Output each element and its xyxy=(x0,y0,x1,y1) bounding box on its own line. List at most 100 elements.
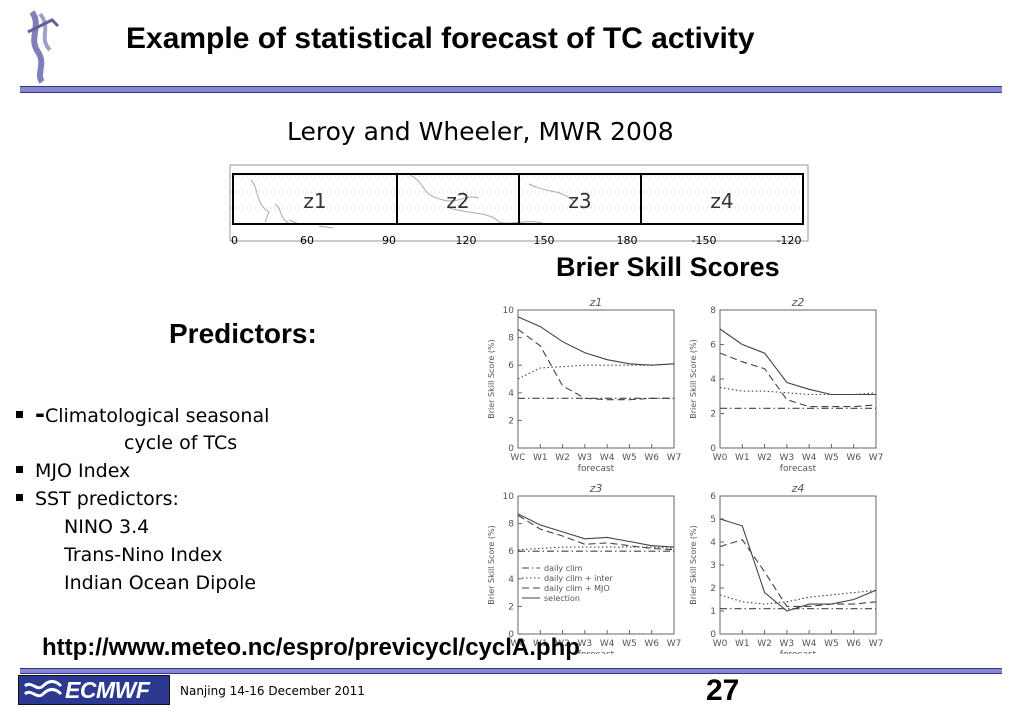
ecmwf-logo-text: ECMWF xyxy=(65,677,150,703)
x-axis-label: forecast xyxy=(578,650,615,654)
x-tick-label: W4 xyxy=(600,639,615,649)
region-map: z1 z2 z3 z4 0 60 90 120 150 180 -150 -120 xyxy=(229,164,809,247)
series-line-dotted xyxy=(719,589,877,605)
y-tick-label: 0 xyxy=(508,630,514,640)
coastline xyxy=(408,173,480,202)
series-line-solid xyxy=(517,513,675,548)
x-tick-label: W1 xyxy=(533,453,548,463)
coastline xyxy=(274,203,292,225)
y-tick-label: 8 xyxy=(508,334,514,344)
y-tick-label: 0 xyxy=(710,630,716,640)
x-tick-label: W3 xyxy=(780,639,795,649)
chart-title: z3 xyxy=(589,482,603,495)
x-axis-label: forecast xyxy=(780,464,817,474)
x-tick-label: W0 xyxy=(713,453,728,463)
x-tick-label: W7 xyxy=(869,453,884,463)
y-tick-label: 10 xyxy=(503,492,515,502)
legend-label: daily clim xyxy=(544,564,583,573)
y-axis-label: Brier Skill Score (%) xyxy=(689,339,698,418)
decorative-logo-icon xyxy=(27,10,60,84)
series-line-dotted xyxy=(719,387,877,396)
y-tick-label: 6 xyxy=(508,547,514,557)
series-line-dashed xyxy=(719,352,877,408)
x-tick-label: W6 xyxy=(644,639,659,649)
zone-box xyxy=(640,173,804,225)
x-tick-label: W4 xyxy=(802,453,817,463)
x-tick-label: W5 xyxy=(622,453,637,463)
x-tick-label: W5 xyxy=(824,453,839,463)
chart-panel-z2: z2 0 2 4 6 8 W0 W1 W2 W3 W4 W5 W6 W7 forecast Brier Ski… xyxy=(689,296,883,474)
y-tick-label: 6 xyxy=(710,492,716,502)
y-tick-label: 4 xyxy=(508,389,514,399)
legend-label: daily clim + inter xyxy=(544,574,613,583)
plot-frame xyxy=(517,309,675,449)
x-tick-label: W7 xyxy=(667,453,682,463)
chart-title: z1 xyxy=(589,296,603,309)
bullet-text-continued: cycle of TCs xyxy=(124,432,238,454)
page-number: 27 xyxy=(706,674,740,707)
bullet-dash: - xyxy=(35,400,45,428)
series-line-solid xyxy=(719,518,877,612)
lon-tick-label: 120 xyxy=(456,234,477,247)
x-tick-label: W3 xyxy=(578,453,593,463)
y-axis-label: Brier Skill Score (%) xyxy=(487,525,496,604)
chart-panel-z3: z3 0 2 4 6 8 10 WC W1 W2 W3 W4 W5 W6 W7 forecast Brier S… xyxy=(487,482,681,654)
y-tick-label: 8 xyxy=(508,520,514,530)
predictors-heading: Predictors: xyxy=(169,318,317,349)
ecmwf-wave-icon xyxy=(23,680,63,698)
series-line-dashed xyxy=(517,328,674,401)
x-axis-label: forecast xyxy=(578,464,615,474)
y-tick-label: 2 xyxy=(710,410,716,420)
bullet-mjo: MJO Index xyxy=(16,460,130,482)
x-tick-label: W6 xyxy=(846,639,861,649)
x-tick-label: W5 xyxy=(824,639,839,649)
y-tick-label: 2 xyxy=(508,602,514,612)
x-tick-label: WC xyxy=(510,639,525,649)
lon-tick-label: -120 xyxy=(777,234,802,247)
bullet-text: MJO Index xyxy=(35,460,131,482)
y-tick-label: 6 xyxy=(710,341,716,351)
x-tick-label: W2 xyxy=(555,639,570,649)
x-tick-label: W3 xyxy=(780,453,795,463)
chart-title: z4 xyxy=(791,482,805,495)
brier-skill-scores-heading: Brier Skill Scores xyxy=(556,252,780,282)
x-tick-label: W0 xyxy=(713,639,728,649)
map-frame xyxy=(229,164,809,242)
y-tick-label: 0 xyxy=(710,444,716,454)
x-tick-label: W1 xyxy=(533,639,548,649)
bullet-sst: SST predictors: xyxy=(16,488,179,510)
y-tick-label: 6 xyxy=(508,361,514,371)
plot-frame xyxy=(517,495,675,635)
bullet-climatological: -Climatological seasonal xyxy=(16,400,269,428)
x-tick-label: W4 xyxy=(802,639,817,649)
x-tick-label: W4 xyxy=(600,453,615,463)
y-tick-label: 4 xyxy=(710,375,716,385)
lon-tick-label: 150 xyxy=(534,234,555,247)
y-tick-label: 3 xyxy=(710,561,716,571)
chart-panel-z4: z4 0 1 2 3 4 5 6 W0 W1 W2 W3 W4 W5 W6 W7 forecast Brier S… xyxy=(689,482,883,654)
y-tick-label: 2 xyxy=(710,584,716,594)
citation: Leroy and Wheeler, MWR 2008 xyxy=(287,117,674,146)
brier-skill-score-charts: z1 0 2 4 6 8 10 WC W1 W2 W3 W4 W5 W6 W7 forecast Brier S… xyxy=(487,296,883,654)
x-tick-label: W2 xyxy=(757,453,772,463)
chart-title: z2 xyxy=(791,296,805,309)
lon-tick-label: -150 xyxy=(692,234,717,247)
y-axis-label: Brier Skill Score (%) xyxy=(689,525,698,604)
lon-tick-label: 90 xyxy=(382,234,396,247)
x-tick-label: W7 xyxy=(667,639,682,649)
y-tick-label: 4 xyxy=(508,575,514,585)
plot-frame xyxy=(719,309,877,449)
zone-label: z4 xyxy=(710,189,733,213)
x-axis-label: forecast xyxy=(780,650,817,654)
footer-divider xyxy=(20,668,1002,674)
coastline xyxy=(448,207,546,225)
y-axis-label: Brier Skill Score (%) xyxy=(487,339,496,418)
zone-label: z3 xyxy=(568,189,591,213)
series-line-solid xyxy=(517,316,675,366)
x-tick-label: W7 xyxy=(869,639,884,649)
y-tick-label: 2 xyxy=(508,416,514,426)
sub-bullet: Indian Ocean Dipole xyxy=(64,572,257,594)
coastline xyxy=(250,179,270,223)
legend-label: daily clim + MJO xyxy=(544,584,610,593)
source-url[interactable]: http://www.meteo.nc/espro/previcycl/cycl… xyxy=(42,634,580,661)
